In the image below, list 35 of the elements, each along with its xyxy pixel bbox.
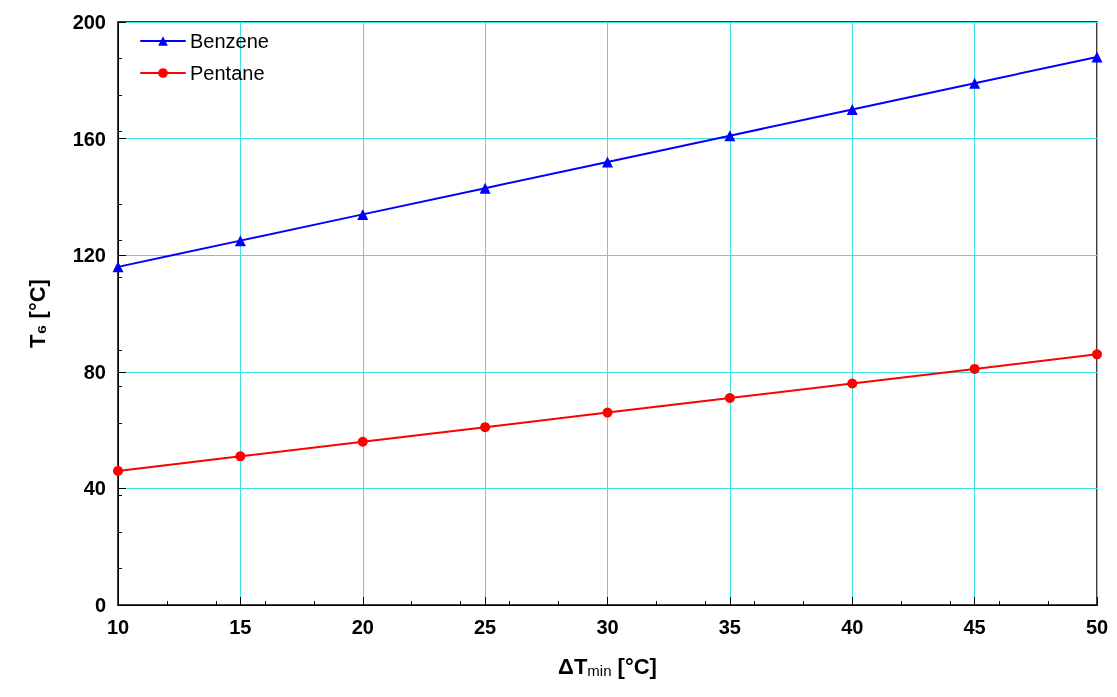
point [113, 465, 123, 476]
point [1092, 349, 1102, 360]
x-axis-title: ΔTmin [°C] [558, 654, 657, 679]
x-tick-label: 25 [474, 616, 497, 638]
x-tick-label: 45 [963, 616, 986, 638]
point [969, 363, 980, 374]
x-tick-label: 50 [1085, 616, 1109, 638]
point [847, 378, 858, 389]
point [724, 393, 735, 404]
y-tick-label: 80 [83, 360, 106, 383]
x-tick-label: 10 [106, 616, 130, 638]
point [969, 77, 981, 89]
point [724, 130, 736, 142]
point [479, 182, 491, 194]
y-tick-label: 160 [72, 127, 106, 150]
point [602, 156, 613, 168]
point [234, 235, 246, 247]
point [602, 407, 613, 418]
y-tick-label: 120 [72, 244, 106, 267]
point [846, 103, 858, 115]
x-tick-label: 35 [718, 616, 741, 638]
y-tick-label: 40 [83, 477, 106, 500]
point [112, 261, 124, 273]
y-tick-label: 200 [72, 11, 106, 33]
x-tick-label: 20 [351, 616, 374, 638]
point [480, 422, 491, 433]
x-tick-label: 40 [841, 616, 864, 638]
x-tick-label: 15 [229, 616, 252, 638]
y-tick-label: 0 [94, 594, 106, 616]
point [357, 208, 369, 220]
point [1091, 51, 1103, 63]
point [235, 451, 246, 462]
x-tick-label: 30 [596, 616, 619, 638]
y-axis-title: T₆ [°C] [24, 279, 50, 348]
point [357, 436, 368, 447]
